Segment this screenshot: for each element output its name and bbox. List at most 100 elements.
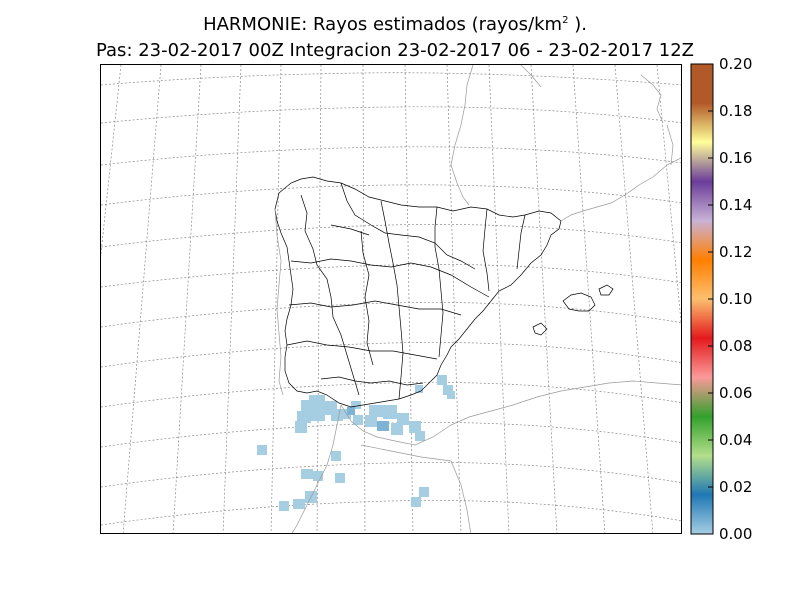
map-title-line-1: HARMONIE: Rayos estimados (rayos/km2 ). [0, 14, 790, 35]
coastline-path [274, 176, 562, 408]
colorbar-tick-label: 0.10 [719, 290, 752, 308]
province-border [516, 214, 526, 270]
parallel-line [101, 72, 681, 86]
meridian-line [270, 65, 282, 533]
title-superscript: 2 [562, 15, 569, 26]
parallel-line [101, 462, 681, 488]
meridian-line [656, 65, 681, 326]
province-border [288, 300, 462, 316]
colorbar-tick-label: 0.00 [719, 525, 752, 543]
province-border [434, 206, 444, 358]
map-title-line-2: Pas: 23-02-2017 00Z Integracion 23-02-20… [95, 40, 694, 61]
coast-france-atlantic [450, 65, 474, 206]
meridian-line [572, 65, 606, 533]
title-end-text: ). [568, 14, 587, 35]
parallel-line [101, 224, 681, 248]
border-fragment [520, 65, 542, 88]
province-border [482, 208, 490, 292]
lightning-cell [419, 487, 429, 497]
colorbar-ticks: 0.00 0.02 0.04 0.06 0.08 0.10 0.12 0.14 0.16 0.18… [708, 55, 752, 543]
meridian-line [172, 65, 202, 533]
balearic-islands [532, 284, 614, 336]
lightning-cell [309, 395, 325, 409]
lightning-cell [257, 445, 267, 455]
meridian-line [122, 65, 162, 533]
coastline-other [274, 65, 681, 533]
lightning-cell [331, 451, 341, 461]
lightning-cell [415, 385, 423, 393]
map-panel [100, 64, 682, 534]
meridian-line [614, 65, 654, 533]
coast-corsica [640, 74, 664, 124]
colorbar-tick-label: 0.04 [719, 431, 752, 449]
province-border [360, 230, 374, 366]
coast-africa-west [291, 404, 342, 533]
title-main-text: HARMONIE: Rayos estimados (rayos/km [203, 14, 563, 35]
coast-france-med [560, 157, 681, 222]
colorbar-tick-label: 0.20 [719, 55, 752, 73]
parallel-line [101, 422, 681, 448]
parallel-line [101, 146, 681, 166]
coast-sardinia [666, 124, 674, 166]
lightning-cell [295, 421, 307, 433]
province-border [300, 194, 360, 396]
lightning-cell [411, 497, 421, 507]
colorbar-tick-label: 0.18 [719, 102, 752, 120]
map-canvas [101, 65, 681, 533]
lightning-cell [331, 409, 343, 421]
lightning-cell [383, 405, 397, 419]
lightning-cell [437, 375, 447, 385]
meridian-line [530, 65, 558, 533]
meridian-line [101, 65, 122, 257]
lightning-cells-darker [347, 407, 389, 431]
graticule [101, 65, 681, 533]
meridian-line [488, 65, 510, 533]
border-morocco-algeria [360, 444, 472, 533]
lightning-cell [365, 415, 377, 427]
lightning-cell [301, 469, 313, 479]
lightning-cells [257, 375, 455, 511]
parallel-line [101, 382, 681, 408]
parallel-line [101, 342, 681, 368]
lightning-cell [369, 405, 383, 417]
parallel-line [101, 106, 681, 124]
meridian-line [316, 65, 322, 533]
ibiza-outline [532, 322, 548, 336]
coastline-iberia [274, 176, 562, 408]
colorbar-tick-label: 0.06 [719, 384, 752, 402]
lightning-cell [297, 411, 311, 423]
colorbar-tick-label: 0.08 [719, 337, 752, 355]
lightning-cell [409, 421, 421, 433]
parallel-line [101, 302, 681, 328]
lightning-cell [293, 499, 305, 509]
lightning-cell [347, 407, 355, 415]
lightning-cell [311, 407, 325, 421]
lightning-cell [353, 415, 363, 425]
lightning-cell [351, 401, 361, 409]
meridian-line [222, 65, 242, 533]
lightning-cell [335, 473, 345, 483]
mallorca-outline [562, 292, 596, 312]
menorca-outline [598, 284, 614, 296]
parallel-line [101, 184, 681, 206]
colorbar-tick-label: 0.14 [719, 196, 752, 214]
colorbar-svg: 0.00 0.02 0.04 0.06 0.08 0.10 0.12 0.14 0.16 0.18… [690, 55, 752, 543]
lightning-cell [391, 423, 403, 435]
parallel-line [101, 500, 681, 526]
lightning-cell [341, 409, 351, 419]
lightning-cell [443, 385, 453, 395]
lightning-cell [447, 391, 455, 399]
lightning-cell [377, 421, 389, 431]
colorbar-tick-label: 0.02 [719, 478, 752, 496]
province-border [330, 224, 370, 236]
parallel-line [101, 264, 681, 288]
colorbar-tick-label: 0.16 [719, 149, 752, 167]
coast-portugal [274, 208, 284, 396]
coast-africa-north [340, 380, 681, 446]
lightning-cell [397, 413, 409, 425]
lightning-cell [313, 471, 323, 481]
lightning-cell [279, 501, 289, 511]
meridian-line [446, 65, 462, 533]
meridian-line [404, 65, 414, 533]
province-border [290, 258, 490, 298]
